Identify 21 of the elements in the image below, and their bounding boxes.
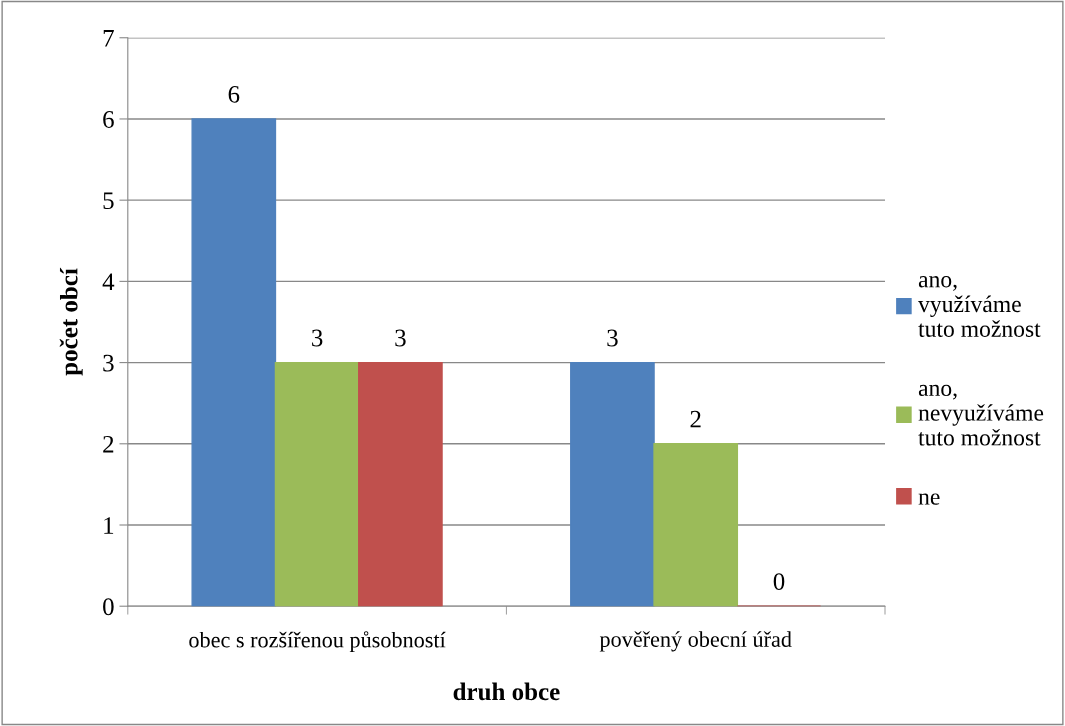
legend-label: ano, využíváme tuto možnost (918, 276, 1041, 337)
data-label: 2 (690, 410, 701, 428)
y-tick-label: 1 (104, 517, 114, 534)
data-label: 3 (607, 329, 618, 347)
y-tick-label: 2 (103, 435, 114, 453)
data-label: 6 (228, 85, 240, 103)
x-axis-title: druh obce (453, 682, 560, 701)
legend-label: ne (918, 493, 940, 505)
data-label: 3 (395, 329, 406, 347)
y-tick-label: 7 (103, 30, 114, 47)
y-axis-title: počet obcí (59, 267, 83, 376)
y-tick-label: 3 (103, 354, 114, 372)
y-tick-label: 5 (103, 192, 114, 210)
y-tick-label: 6 (103, 111, 114, 128)
legend-label: ano, nevyužíváme tuto možnost (918, 384, 1044, 446)
y-tick-label: 4 (102, 273, 115, 291)
x-tick-label: pověřený obecní úřad (599, 631, 792, 652)
y-tick-label: 0 (103, 598, 114, 616)
data-label: 3 (312, 329, 323, 347)
x-tick-label: obec s rozšířenou působností (189, 631, 446, 653)
data-label: 0 (773, 573, 785, 591)
